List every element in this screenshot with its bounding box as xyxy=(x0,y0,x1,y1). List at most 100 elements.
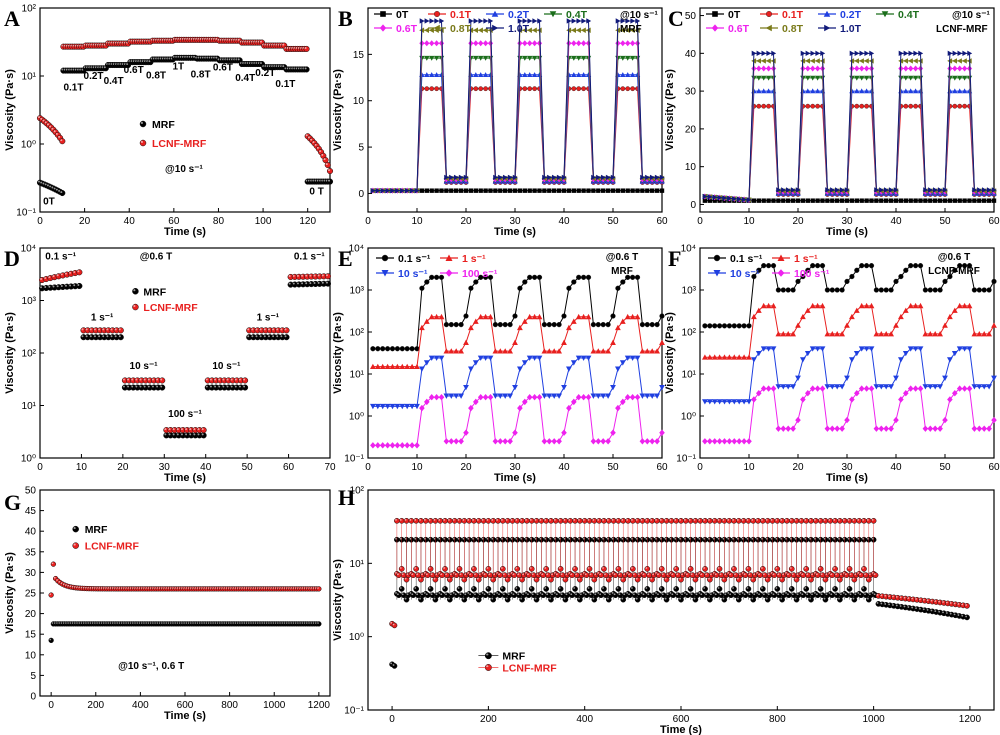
data-point-highlight xyxy=(321,274,324,277)
data-point xyxy=(858,346,865,352)
data-point-highlight xyxy=(589,593,592,596)
data-point-highlight xyxy=(703,537,706,540)
data-point xyxy=(615,188,621,193)
data-point xyxy=(581,86,586,92)
data-point xyxy=(522,279,528,285)
data-point-highlight xyxy=(777,593,780,596)
data-point xyxy=(849,198,855,203)
data-point xyxy=(526,394,533,401)
data-point xyxy=(438,27,444,33)
data-point-highlight xyxy=(751,537,754,540)
data-point-highlight xyxy=(734,593,736,596)
data-point xyxy=(659,174,665,181)
data-point xyxy=(859,50,865,57)
data-point xyxy=(927,384,934,390)
data-point xyxy=(423,360,430,366)
data-point-highlight xyxy=(529,537,532,540)
data-point-highlight xyxy=(957,603,960,605)
data-point-highlight xyxy=(849,573,852,576)
legend-entry: 0.6T xyxy=(728,23,750,35)
data-point xyxy=(525,592,532,599)
data-point xyxy=(394,517,400,524)
data-point xyxy=(448,348,455,354)
data-point xyxy=(790,287,796,293)
data-point xyxy=(863,346,870,352)
data-point-highlight xyxy=(51,186,54,189)
data-point xyxy=(424,18,430,24)
data-point xyxy=(819,385,826,392)
y-tick-label: 10⁰ xyxy=(349,632,364,643)
data-point-highlight xyxy=(510,518,513,521)
data-point xyxy=(456,586,463,592)
data-point xyxy=(601,188,606,193)
data-point xyxy=(480,517,487,524)
data-point-highlight xyxy=(440,573,443,576)
data-point-highlight xyxy=(570,593,573,596)
data-point xyxy=(468,188,474,193)
data-point xyxy=(605,188,611,193)
data-point xyxy=(765,24,772,32)
data-point xyxy=(874,187,880,193)
x-tick-label: 10 xyxy=(411,216,423,227)
data-point-highlight xyxy=(185,433,188,436)
data-point xyxy=(869,50,875,57)
data-point-highlight xyxy=(857,518,860,521)
data-point xyxy=(977,198,982,203)
data-point xyxy=(418,517,424,524)
data-point-highlight xyxy=(717,587,720,589)
data-point xyxy=(849,357,855,363)
data-point xyxy=(673,566,680,572)
data-point xyxy=(923,187,929,193)
data-point xyxy=(557,586,564,592)
data-point xyxy=(404,346,410,352)
data-point-highlight xyxy=(804,567,807,569)
data-point-highlight xyxy=(457,567,460,569)
data-point-highlight xyxy=(38,116,40,119)
data-point xyxy=(684,592,691,599)
data-point-highlight xyxy=(180,433,183,436)
data-point-highlight xyxy=(780,597,783,600)
data-point-highlight xyxy=(416,573,419,576)
data-point xyxy=(453,438,459,445)
data-point-highlight xyxy=(814,518,816,521)
data-point-highlight xyxy=(110,328,113,331)
data-point xyxy=(517,404,523,412)
data-point-highlight xyxy=(631,587,633,589)
data-point xyxy=(583,592,590,599)
data-point-highlight xyxy=(602,587,604,589)
data-point xyxy=(770,385,777,392)
y-axis-label: Viscosity (Pa·s) xyxy=(4,69,16,151)
data-point-highlight xyxy=(753,573,756,576)
data-point xyxy=(805,390,811,397)
data-point-highlight xyxy=(589,573,592,576)
data-point xyxy=(814,88,821,94)
data-point xyxy=(765,58,771,64)
data-point xyxy=(937,331,943,337)
annotation: @10 s⁻¹, 0.6 T xyxy=(118,661,184,672)
data-point-highlight xyxy=(62,583,65,586)
data-point-highlight xyxy=(395,537,397,540)
x-tick-label: 20 xyxy=(79,216,91,227)
data-point xyxy=(598,572,604,579)
data-point-highlight xyxy=(525,537,527,540)
data-point-highlight xyxy=(584,573,587,576)
x-tick-label: 50 xyxy=(939,216,951,227)
data-point-highlight xyxy=(907,597,910,599)
data-point xyxy=(917,302,924,309)
data-point xyxy=(507,348,513,354)
data-point xyxy=(495,517,501,524)
data-point xyxy=(644,517,651,524)
data-point xyxy=(541,322,548,328)
data-point xyxy=(620,86,626,92)
y-tick-label: 5 xyxy=(30,671,36,682)
data-point xyxy=(654,517,660,524)
data-point xyxy=(805,88,811,94)
data-point-highlight xyxy=(676,573,679,576)
data-point xyxy=(546,322,552,328)
data-point xyxy=(957,50,963,57)
data-point-highlight xyxy=(578,518,580,521)
data-point-highlight xyxy=(888,595,890,598)
data-point xyxy=(878,384,885,390)
data-point-highlight xyxy=(884,594,887,597)
